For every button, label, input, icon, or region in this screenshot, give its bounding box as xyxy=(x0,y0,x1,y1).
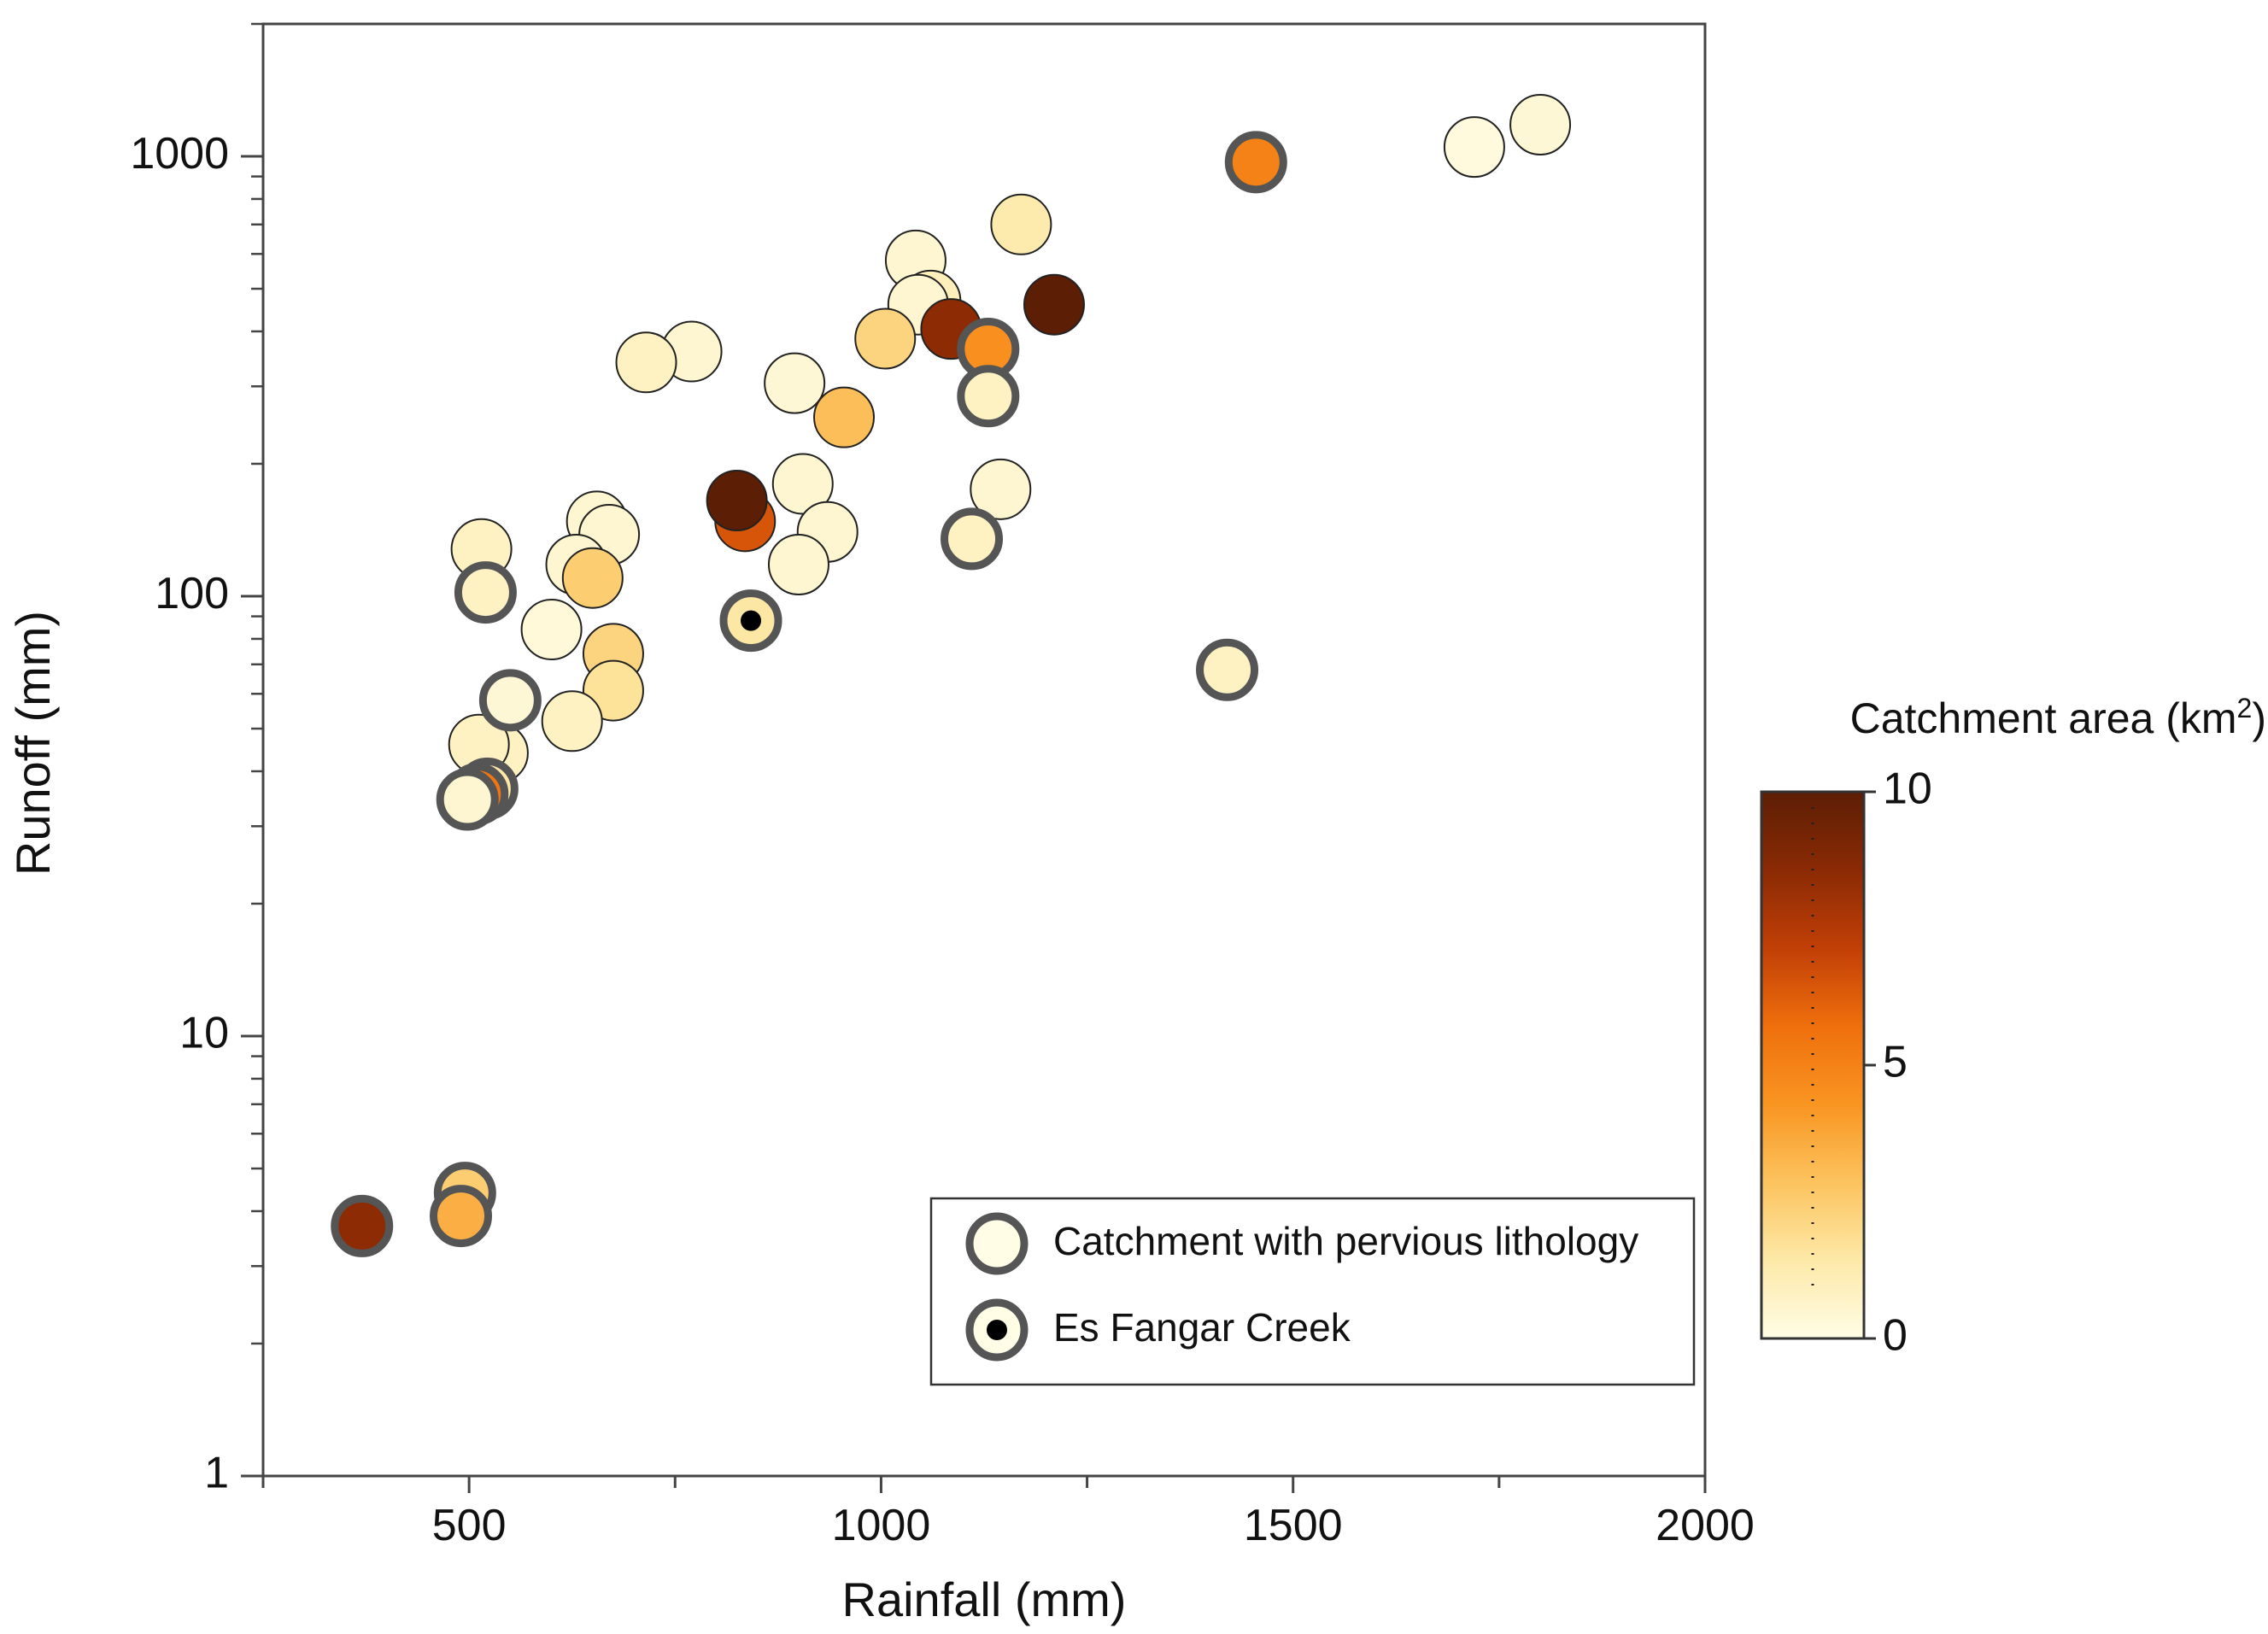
y-tick-label: 1 xyxy=(204,1449,229,1498)
pervious-point xyxy=(454,561,517,624)
colorbar-tick-label: 5 xyxy=(1883,1038,1908,1087)
data-point xyxy=(767,533,829,595)
data-point xyxy=(1509,94,1572,156)
legend-label-pervious: Catchment with pervious lithology xyxy=(1053,1219,1638,1263)
data-point xyxy=(615,331,677,394)
colorbar-title-close: ) xyxy=(2252,694,2266,742)
data-point xyxy=(990,193,1052,255)
legend-label-es-fangar: Es Fangar Creek xyxy=(1053,1305,1351,1350)
legend-marker-es-fangar-dot xyxy=(987,1320,1007,1340)
colorbar: Catchment area (km2) 0 5 10 xyxy=(1760,693,2266,1361)
data-point xyxy=(813,386,876,448)
plot-frame xyxy=(261,22,1707,1478)
colorbar-title-main: Catchment area (km xyxy=(1850,694,2237,742)
colorbar-tick-label: 0 xyxy=(1883,1311,1908,1361)
pervious-point xyxy=(331,1194,394,1257)
pervious-point xyxy=(429,1185,492,1248)
pervious-point xyxy=(1196,638,1259,701)
colorbar-bar xyxy=(1760,790,1866,1340)
y-axis: 1 10 100 1000 xyxy=(130,22,263,1498)
data-points xyxy=(331,94,1572,1257)
x-tick-label: 500 xyxy=(432,1501,507,1550)
data-point xyxy=(1443,116,1505,179)
data-point xyxy=(706,470,768,532)
legend-marker-pervious xyxy=(965,1212,1029,1275)
data-point xyxy=(970,458,1032,520)
colorbar-ticks: 0 5 10 xyxy=(1864,764,1932,1361)
es-fangar-dot xyxy=(741,610,762,631)
pervious-point xyxy=(941,507,1004,571)
pervious-point xyxy=(478,669,542,732)
data-point xyxy=(561,547,624,609)
x-tick-label: 1500 xyxy=(1244,1501,1343,1550)
legend-box xyxy=(929,1197,1696,1386)
pervious-point xyxy=(957,365,1020,428)
data-point xyxy=(764,352,826,414)
x-tick-label: 1000 xyxy=(832,1501,931,1550)
colorbar-title: Catchment area (km2) xyxy=(1850,693,2266,742)
y-tick-label: 10 xyxy=(179,1009,229,1058)
y-axis-title: Runoff (mm) xyxy=(6,611,60,876)
data-point xyxy=(854,307,917,370)
colorbar-title-sup: 2 xyxy=(2237,693,2253,723)
data-point xyxy=(1023,273,1085,336)
pervious-point xyxy=(436,768,499,831)
x-axis: 500 1000 1500 2000 xyxy=(261,1476,1755,1550)
data-point xyxy=(520,599,583,661)
x-axis-title: Rainfall (mm) xyxy=(842,1573,1127,1626)
y-tick-label: 100 xyxy=(155,569,229,618)
data-point xyxy=(541,690,603,753)
x-tick-label: 2000 xyxy=(1656,1501,1755,1550)
y-tick-label: 1000 xyxy=(130,129,229,179)
pervious-point xyxy=(1224,131,1287,194)
legend: Catchment with pervious lithology Es Fan… xyxy=(929,1197,1696,1386)
colorbar-tick-label: 10 xyxy=(1883,764,1932,814)
